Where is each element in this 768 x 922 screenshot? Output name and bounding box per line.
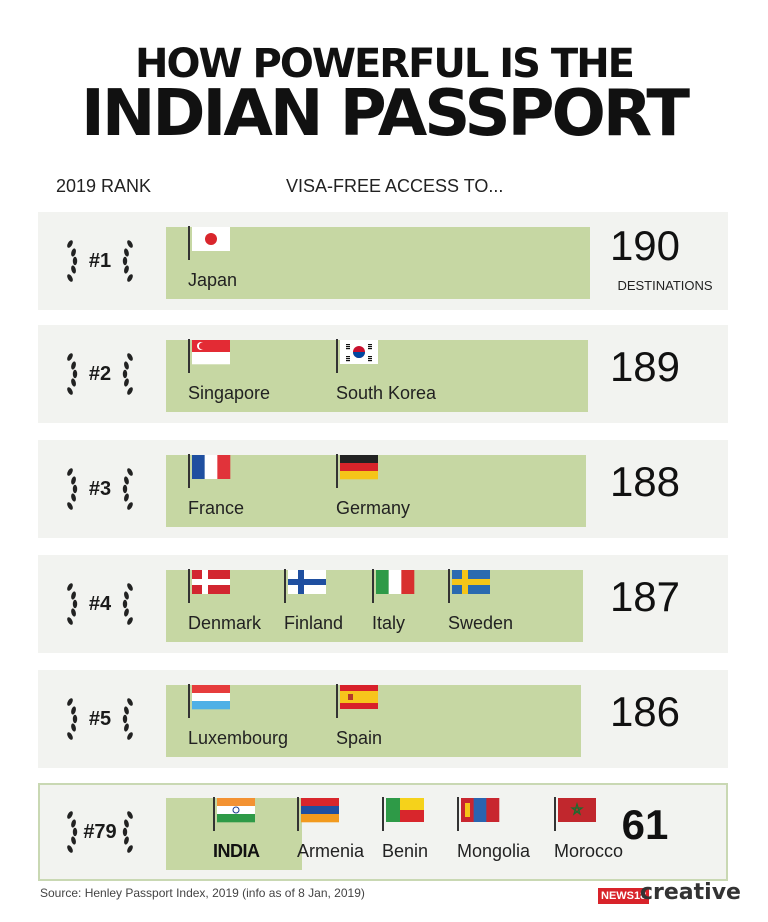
value-bar [166,570,583,642]
country-name: Germany [336,498,411,518]
benin-flag-icon [382,797,426,831]
country-name: Spain [336,728,383,748]
sweden-flag-icon [448,569,492,603]
denmark-flag-icon [188,569,232,603]
country-name: Singapore [188,383,271,403]
value-bar [166,227,590,299]
country-name: Mongolia [457,841,531,861]
rank-label: #4 [88,593,112,615]
rank-laurel: #4 [60,579,140,629]
armenia-flag-icon [297,797,341,831]
country-name: Italy [372,613,406,633]
destination-count: 186 [609,688,681,735]
source-note: Source: Henley Passport Index, 2019 (inf… [40,886,365,900]
country-name: Benin [382,841,429,861]
rank-laurel: #79 [60,807,140,857]
singapore-flag-icon [188,339,232,373]
destination-count: 187 [609,573,681,620]
morocco-flag-icon [554,797,598,831]
country-name: France [188,498,245,518]
india-flag-icon [213,797,257,831]
rank-label: #2 [88,363,112,385]
title-line-1: HOW POWERFUL IS THE [134,41,635,87]
laurel-icon [67,811,133,853]
rank-laurel: #1 [60,236,140,286]
rank-row: #79 INDIA Armenia Benin Mongolia Morocco 61 [38,783,728,881]
destinations-label: DESTINATIONS [617,278,713,293]
finland-flag-icon [284,569,328,603]
country-name: Luxembourg [188,728,289,748]
spain-flag-icon [336,684,380,718]
country-name: Sweden [448,613,514,633]
laurel-icon [67,240,133,282]
logo-word: creative [640,880,741,905]
country-name: INDIA [213,841,260,861]
rank-laurel: #2 [60,349,140,399]
rank-row: #5 Luxembourg Spain 186 [38,670,728,768]
country-name: Denmark [188,613,262,633]
rank-label: #3 [88,478,112,500]
destination-count: 61 [621,801,669,848]
italy-flag-icon [372,569,416,603]
destination-count: 189 [609,343,681,390]
laurel-icon [67,698,133,740]
france-flag-icon [188,454,232,488]
japan-flag-icon [188,226,232,260]
rank-header: 2019 RANK [56,176,152,196]
rank-laurel: #3 [60,464,140,514]
destination-count: 190 [609,222,681,269]
title-line-2: INDIAN PASSPORT [81,77,690,151]
country-name: Finland [284,613,344,633]
south-korea-flag-icon [336,339,380,373]
rank-laurel: #5 [60,694,140,744]
germany-flag-icon [336,454,380,488]
rank-row: #3 France Germany 188 [38,440,728,538]
country-name: Morocco [554,841,624,861]
destination-count: 188 [609,458,681,505]
rank-row: #1 Japan 190 DESTINATIONS [38,212,728,310]
country-name: Armenia [297,841,365,861]
luxembourg-flag-icon [188,684,232,718]
rank-row: #4 Denmark Finland Italy Sweden 187 [38,555,728,653]
access-header: VISA-FREE ACCESS TO... [286,176,504,196]
country-name: Japan [188,270,238,290]
laurel-icon [67,583,133,625]
rank-row: #2 Singapore South Korea 189 [38,325,728,423]
rank-label: #79 [83,821,117,843]
rank-label: #1 [88,250,112,272]
rank-label: #5 [88,708,112,730]
laurel-icon [67,353,133,395]
logo-badge: NEWS18 [598,888,650,904]
country-name: South Korea [336,383,437,403]
mongolia-flag-icon [457,797,501,831]
laurel-icon [67,468,133,510]
